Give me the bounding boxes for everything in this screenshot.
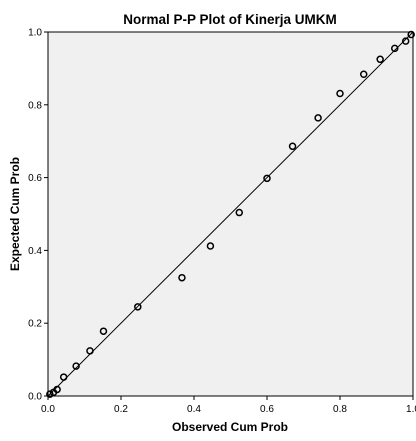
y-tick-label: 0.6 (28, 173, 42, 184)
x-tick-label: 1.0 (406, 404, 416, 415)
reference-line-layer (47, 31, 414, 397)
x-tick-label: 0.2 (114, 404, 128, 415)
data-point (407, 30, 415, 39)
chart-title: Normal P-P Plot of Kinerja UMKM (123, 12, 337, 27)
data-point (59, 373, 68, 381)
y-tick-label: 0.8 (28, 100, 42, 111)
data-point (53, 385, 61, 394)
data-point (391, 44, 399, 53)
x-tick-label: 0.4 (187, 404, 201, 415)
x-tick-label: 0.6 (260, 404, 274, 415)
data-point (235, 208, 244, 217)
data-point (134, 303, 142, 311)
data-point (314, 114, 322, 122)
data-point (99, 327, 108, 335)
y-axis-label: Expected Cum Prob (8, 157, 22, 271)
data-point (401, 37, 410, 45)
y-tick-label: 0.2 (28, 319, 42, 330)
data-point (72, 362, 80, 370)
x-axis-ticks: 0.0 0.2 0.4 0.6 0.8 1.0 (41, 396, 416, 415)
data-point (46, 390, 54, 398)
data-point (86, 347, 94, 355)
y-tick-label: 0.0 (28, 392, 42, 403)
reference-line (47, 31, 414, 397)
x-axis-label: Observed Cum Prob (172, 420, 288, 434)
x-tick-label: 0.8 (333, 404, 347, 415)
data-point (178, 273, 186, 282)
y-tick-label: 0.4 (28, 246, 42, 257)
data-point (376, 55, 384, 64)
x-tick-label: 0.0 (41, 404, 55, 415)
data-point (263, 174, 271, 183)
y-tick-label: 1.0 (28, 28, 42, 39)
data-point (206, 242, 215, 250)
y-axis-ticks: 0.0 0.2 0.4 0.6 0.8 1.0 (28, 28, 48, 403)
data-point (288, 142, 297, 151)
data-point (359, 70, 368, 78)
data-point (336, 89, 344, 98)
data-points-layer (46, 30, 415, 398)
